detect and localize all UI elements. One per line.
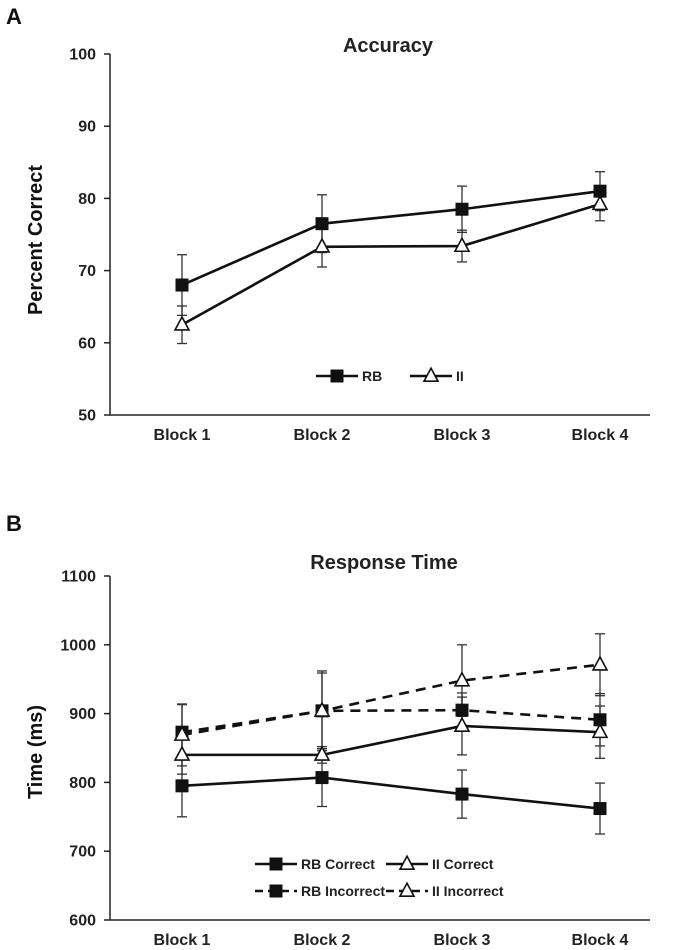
response-time-rb-correct-line (181, 776, 601, 810)
accuracy-lines (181, 189, 601, 326)
accuracy-ii-line (181, 202, 601, 326)
response-time-legend-ii-correct-label: II Correct (432, 856, 494, 872)
response-time-y-tick-label: 900 (69, 706, 96, 723)
response-time-y-tick-label: 1100 (61, 569, 96, 586)
response-time-rb-incorrect-point (455, 703, 469, 717)
response-time-ii-correct-point (173, 745, 191, 761)
accuracy-rb-point (175, 278, 189, 292)
response-time-legend-ii-incorrect-marker (398, 881, 416, 898)
response-time-ii-correct-point (591, 722, 609, 739)
accuracy-y-tick-label: 70 (78, 263, 96, 280)
response-time-legend-rb-incorrect-marker (269, 884, 283, 898)
accuracy-x-tick-label: Block 3 (434, 427, 491, 444)
response-time-rb-incorrect-point (593, 713, 607, 727)
response-time-ii-incorrect-line (181, 663, 601, 737)
response-time-legend-rb-incorrect-label: RB Incorrect (301, 883, 385, 899)
response-time-title: Response Time (310, 552, 457, 574)
accuracy-y-tick-label: 60 (78, 335, 96, 352)
response-time-panel: B Response Time Time (ms) 600 700 800 900 10… (6, 511, 650, 949)
response-time-rb-correct-point (175, 779, 189, 793)
accuracy-markers (173, 184, 609, 331)
response-time-x-tick-label: Block 4 (572, 932, 629, 949)
accuracy-ii-point (591, 194, 609, 211)
response-time-y-axis-label: Time (ms) (25, 705, 47, 799)
response-time-y-tick-label: 600 (69, 913, 96, 930)
response-time-legend-ii-incorrect-label: II Incorrect (432, 883, 504, 899)
response-time-markers (173, 655, 609, 816)
response-time-rb-incorrect-line (181, 708, 601, 734)
panel-b-letter: B (6, 511, 22, 536)
panel-a-letter: A (6, 4, 22, 29)
accuracy-legend-ii-label: II (456, 368, 464, 384)
accuracy-y-tick-label: 80 (78, 191, 96, 208)
response-time-rb-correct-point (315, 771, 329, 785)
response-time-rb-correct-point (593, 802, 607, 816)
response-time-y-tick-label: 1000 (60, 637, 96, 654)
accuracy-ii-point (173, 315, 191, 331)
response-time-ii-correct-point (313, 745, 331, 761)
accuracy-rb-line (181, 189, 601, 287)
response-time-ii-correct-point (453, 716, 471, 732)
response-time-legend-rb-correct-marker (269, 857, 283, 871)
accuracy-title: Accuracy (343, 35, 434, 57)
accuracy-rb-point (315, 217, 329, 231)
response-time-ii-incorrect-point (313, 701, 331, 717)
accuracy-panel: A Accuracy Percent Correct 50 60 70 80 90 100… (6, 4, 650, 444)
response-time-lines (181, 663, 601, 810)
accuracy-y-tick-label: 90 (78, 119, 96, 136)
response-time-legend-ii-correct-marker (398, 854, 416, 871)
response-time-error-bars (177, 633, 605, 835)
response-time-x-tick-label: Block 3 (434, 932, 491, 949)
accuracy-y-tick-label: 100 (69, 47, 96, 64)
accuracy-rb-point (455, 202, 469, 216)
accuracy-legend: RB II (316, 366, 464, 384)
response-time-ii-incorrect-point (173, 725, 191, 741)
response-time-legend-rb-correct-label: RB Correct (301, 856, 375, 872)
accuracy-ii-point (313, 237, 331, 253)
response-time-ii-correct-line (182, 724, 601, 757)
response-time-y-tick-label: 700 (69, 844, 96, 861)
accuracy-ii-point (453, 236, 471, 253)
response-time-ii-incorrect-point (453, 671, 471, 687)
accuracy-x-tick-label: Block 2 (294, 427, 351, 444)
accuracy-error-bars (177, 171, 605, 345)
response-time-x-tick-label: Block 2 (294, 932, 351, 949)
accuracy-y-tick-label: 50 (78, 408, 96, 425)
accuracy-legend-ii-marker (422, 366, 440, 383)
accuracy-y-axis-label: Percent Correct (25, 165, 47, 315)
response-time-ii-incorrect-point (591, 655, 609, 671)
response-time-x-tick-label: Block 1 (154, 932, 211, 949)
response-time-y-tick-label: 800 (69, 775, 96, 792)
accuracy-legend-rb-label: RB (362, 368, 382, 384)
accuracy-legend-rb-marker (330, 369, 344, 383)
response-time-axes: 600 700 800 900 1000 1100 Block 1 Block 2 Block … (60, 569, 650, 949)
response-time-rb-correct-point (455, 787, 469, 801)
accuracy-x-tick-label: Block 1 (154, 427, 211, 444)
accuracy-x-tick-label: Block 4 (572, 427, 629, 444)
response-time-legend: RB Correct II Correct RB Incorrect II Incor… (255, 854, 504, 899)
accuracy-axes: 50 60 70 80 90 100 Block 1 Block 2 Block 3 Block … (69, 47, 650, 444)
